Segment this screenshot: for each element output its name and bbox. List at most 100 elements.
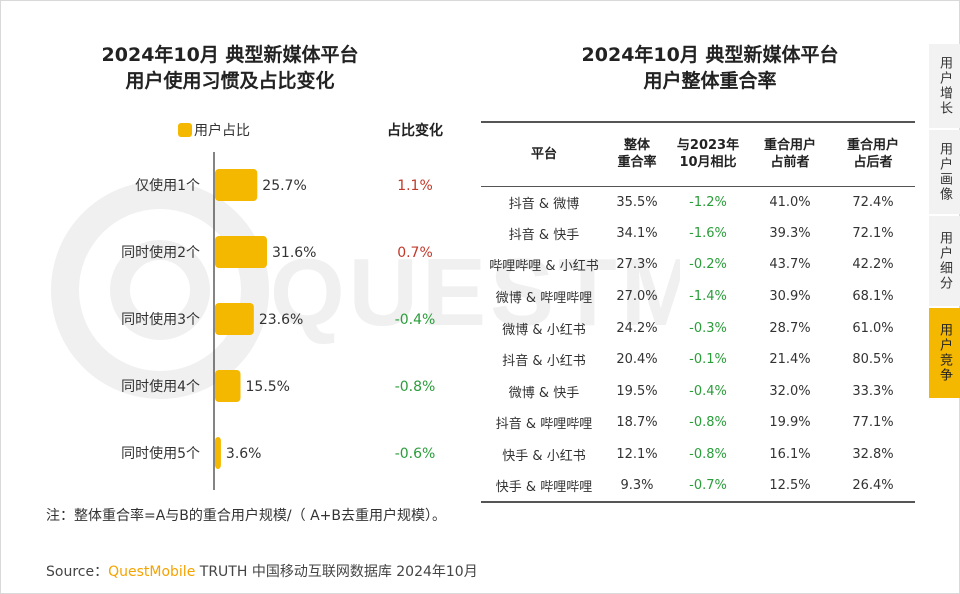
bar-value-label: 23.6% xyxy=(259,312,303,328)
table-cell: -0.1% xyxy=(689,352,727,368)
source-line: Source：QuestMobile TRUTH 中国移动互联网数据库 2024… xyxy=(46,561,478,581)
table-header-cell: 与2023年 10月相比 xyxy=(667,121,749,187)
platform-pair-cell: 微博 & 快手 xyxy=(508,385,580,401)
table-cell: 19.5% xyxy=(616,383,658,399)
table-cell: 41.0% xyxy=(769,194,811,210)
platform-pair-cell: 抖音 & 小红书 xyxy=(502,354,586,370)
table-cell: 30.9% xyxy=(769,289,811,305)
table-cell: 32.8% xyxy=(852,447,894,463)
table-cell: 33.3% xyxy=(852,383,894,399)
table-cell: 32.0% xyxy=(769,383,811,399)
chart-legend: 用户占比 xyxy=(178,120,250,140)
source-prefix: Source： xyxy=(46,564,109,580)
bar xyxy=(215,370,241,402)
table-cell: -0.3% xyxy=(689,320,727,336)
table-cell: 16.1% xyxy=(769,447,811,463)
table-cell: -1.2% xyxy=(689,194,727,210)
change-value-label: 1.1% xyxy=(397,178,433,194)
bar-value-label: 3.6% xyxy=(226,446,262,462)
platform-pair-cell: 快手 & 小红书 xyxy=(502,449,586,465)
category-label: 同时使用2个 xyxy=(121,244,200,261)
change-value-label: -0.8% xyxy=(395,379,436,395)
overlap-table-wrap: 平台 整体 重合率 与2023年 10月相比 重合用户 占前者 重合用户 占后者 抖音 & 微博… xyxy=(481,121,915,503)
table-row: 抖音 & 微博 35.5% -1.2% 41.0% 72.4% xyxy=(481,186,915,218)
table-cell: 12.5% xyxy=(749,470,831,503)
left-chart-title: 2024年10月 典型新媒体平台 用户使用习惯及占比变化 xyxy=(60,42,400,94)
right-title-line2: 用户整体重合率 xyxy=(643,70,777,92)
side-tab[interactable]: 用户竞争 xyxy=(929,308,960,398)
table-cell: 61.0% xyxy=(852,320,894,336)
platform-pair-cell: 微博 & 小红书 xyxy=(502,322,586,338)
table-cell: -0.8% xyxy=(689,447,727,463)
table-cell: 39.3% xyxy=(769,225,811,241)
table-cell: 12.1% xyxy=(616,447,658,463)
change-value-label: -0.4% xyxy=(395,312,436,328)
table-cell: 34.1% xyxy=(616,225,658,241)
bar-value-label: 25.7% xyxy=(262,178,306,194)
bar xyxy=(215,236,267,268)
table-cell: 27.3% xyxy=(616,257,658,273)
change-column-header: 占比变化 xyxy=(387,123,443,139)
table-header-cell: 平台 xyxy=(481,121,607,187)
change-value-label: 0.7% xyxy=(397,245,433,261)
source-suffix: TRUTH 中国移动互联网数据库 2024年10月 xyxy=(195,564,478,580)
table-body: 抖音 & 微博 35.5% -1.2% 41.0% 72.4% 抖音 & 快手 34.1% -… xyxy=(481,186,915,503)
table-row: 抖音 & 小红书 20.4% -0.1% 21.4% 80.5% xyxy=(481,344,915,376)
overlap-table: 平台 整体 重合率 与2023年 10月相比 重合用户 占前者 重合用户 占后者 抖音 & 微博… xyxy=(481,121,915,503)
table-row: 快手 & 小红书 12.1% -0.8% 16.1% 32.8% xyxy=(481,439,915,471)
table-cell: -1.4% xyxy=(689,289,727,305)
table-cell: 42.2% xyxy=(852,257,894,273)
footnote: 注：整体重合率=A与B的重合用户规模/（ A+B去重用户规模）。 xyxy=(46,508,446,524)
category-label: 同时使用3个 xyxy=(121,311,200,328)
table-header-cell: 重合用户 占前者 xyxy=(749,121,831,187)
change-value-label: -0.6% xyxy=(395,446,436,462)
table-row: 抖音 & 快手 34.1% -1.6% 39.3% 72.1% xyxy=(481,218,915,250)
platform-pair-cell: 哔哩哔哩 & 小红书 xyxy=(489,259,599,275)
table-cell: 68.1% xyxy=(852,289,894,305)
usage-bar-chart: 仅使用1个 25.7% 1.1% 同时使用2个 31.6% 0.7% 同时使用3个 23.6%… xyxy=(121,152,436,490)
table-header-cell: 整体 重合率 xyxy=(607,121,667,187)
category-label: 仅使用1个 xyxy=(135,177,200,194)
table-cell: 43.7% xyxy=(769,257,811,273)
table-cell: 9.3% xyxy=(607,470,667,503)
left-title-line2: 用户使用习惯及占比变化 xyxy=(125,70,335,92)
table-header-row: 平台 整体 重合率 与2023年 10月相比 重合用户 占前者 重合用户 占后者 xyxy=(481,121,915,187)
table-row: 微博 & 哔哩哔哩 27.0% -1.4% 30.9% 68.1% xyxy=(481,281,915,313)
platform-pair-cell: 微博 & 哔哩哔哩 xyxy=(495,291,593,307)
table-cell: -0.4% xyxy=(689,383,727,399)
bar-value-label: 31.6% xyxy=(272,245,316,261)
table-cell: 26.4% xyxy=(831,470,915,503)
table-cell: -0.7% xyxy=(667,470,749,503)
bar-value-label: 15.5% xyxy=(246,379,290,395)
table-cell: 72.4% xyxy=(852,194,894,210)
category-label: 同时使用4个 xyxy=(121,378,200,395)
table-cell: 72.1% xyxy=(852,225,894,241)
table-cell: 77.1% xyxy=(852,415,894,431)
table-cell: 35.5% xyxy=(616,194,658,210)
platform-pair-cell: 抖音 & 快手 xyxy=(508,227,580,243)
side-tab[interactable]: 用户增长 xyxy=(929,44,960,128)
table-cell: -0.2% xyxy=(689,257,727,273)
table-cell: 20.4% xyxy=(616,352,658,368)
bar xyxy=(215,169,258,201)
platform-pair-cell: 快手 & 哔哩哔哩 xyxy=(481,470,607,503)
table-cell: -1.6% xyxy=(689,225,727,241)
table-cell: 21.4% xyxy=(769,352,811,368)
side-tab[interactable]: 用户画像 xyxy=(929,130,960,214)
left-title-line1: 2024年10月 典型新媒体平台 xyxy=(101,44,359,66)
table-header-cell: 重合用户 占后者 xyxy=(831,121,915,187)
table-cell: 28.7% xyxy=(769,320,811,336)
source-brand: QuestMobile xyxy=(108,564,196,580)
table-row: 哔哩哔哩 & 小红书 27.3% -0.2% 43.7% 42.2% xyxy=(481,249,915,281)
table-row: 抖音 & 哔哩哔哩 18.7% -0.8% 19.9% 77.1% xyxy=(481,407,915,439)
bar xyxy=(215,303,254,335)
bar xyxy=(215,437,221,469)
table-cell: -0.8% xyxy=(689,415,727,431)
table-row: 快手 & 哔哩哔哩 9.3% -0.7% 12.5% 26.4% xyxy=(481,470,915,503)
table-cell: 80.5% xyxy=(852,352,894,368)
right-table-title: 2024年10月 典型新媒体平台 用户整体重合率 xyxy=(520,42,900,94)
category-label: 同时使用5个 xyxy=(121,445,200,462)
legend-swatch xyxy=(178,123,192,137)
table-cell: 24.2% xyxy=(616,320,658,336)
side-tab[interactable]: 用户细分 xyxy=(929,216,960,306)
